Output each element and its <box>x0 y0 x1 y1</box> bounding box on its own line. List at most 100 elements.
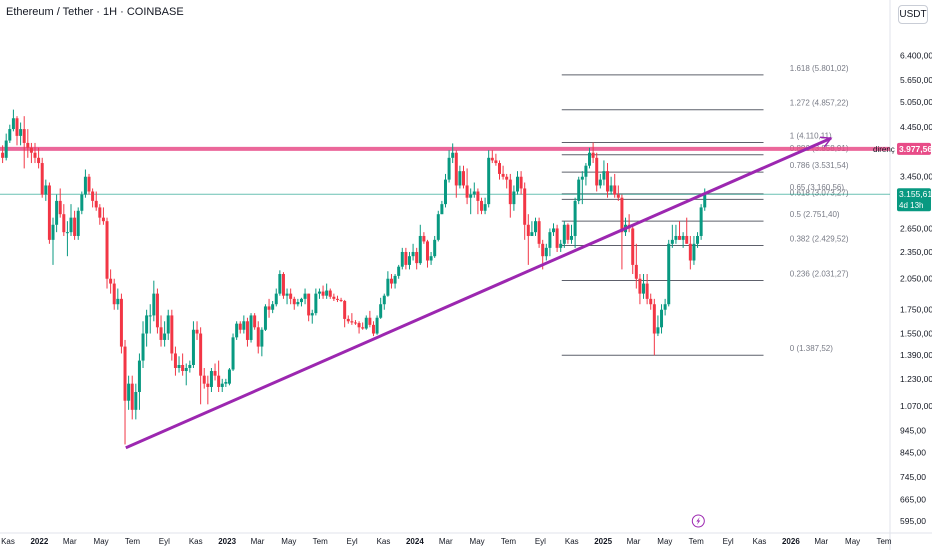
candle-body <box>119 298 123 347</box>
candle-body <box>476 191 480 201</box>
resistance-price-badge <box>897 142 931 155</box>
candle-body <box>220 383 224 387</box>
time-tick-label: May <box>845 537 860 546</box>
candle-body <box>638 278 642 294</box>
price-tick-label: 4.450,00 <box>900 122 932 132</box>
fib-level-label: 0.786 (3.531,54) <box>790 161 849 170</box>
candle-body <box>616 194 620 198</box>
candle-body <box>393 275 397 284</box>
candle-body <box>130 383 134 410</box>
candle-body <box>11 118 15 130</box>
candle-body <box>602 171 606 180</box>
time-tick-label: Tem <box>313 537 328 546</box>
candle-body <box>62 214 66 233</box>
candle-body <box>296 302 300 305</box>
candle-body <box>562 224 566 244</box>
fib-level-label: 1 (4.110,11) <box>790 131 832 140</box>
candle-body <box>681 235 685 240</box>
time-tick-label: Tem <box>876 537 891 546</box>
candle-body <box>98 207 102 218</box>
candle-body <box>188 364 192 368</box>
candle-body <box>595 157 599 186</box>
candle-body <box>285 293 289 296</box>
candle-body <box>613 185 617 195</box>
price-tick-label: 595,00 <box>900 516 926 526</box>
candle-body <box>80 194 84 211</box>
candle-body <box>479 200 483 211</box>
time-tick-label: May <box>657 537 672 546</box>
candle-body <box>573 200 577 236</box>
candle-body <box>580 176 584 180</box>
fib-level-label: 0.236 (2.031,27) <box>790 270 849 279</box>
candle-body <box>267 306 271 310</box>
candle-body <box>703 194 707 208</box>
last-price-badge <box>897 188 931 212</box>
candle-body <box>552 228 556 233</box>
candle-body <box>314 293 318 314</box>
candle-body <box>87 176 91 192</box>
time-tick-label: Mar <box>627 537 641 546</box>
candle-body <box>199 333 203 376</box>
candle-body <box>263 306 267 330</box>
candle-body <box>508 179 512 205</box>
time-tick-label: Kas <box>1 537 15 546</box>
candle-body <box>692 243 696 261</box>
candle-body <box>530 232 534 236</box>
candle-body <box>642 283 646 294</box>
candle-body <box>440 204 444 215</box>
time-tick-label: Eyl <box>159 537 170 546</box>
candle-body <box>433 239 437 257</box>
candle-body <box>526 224 530 236</box>
candle-body <box>357 323 361 328</box>
candle-body <box>685 235 689 244</box>
price-tick-label: 745,00 <box>900 472 926 482</box>
candle-body <box>379 304 383 318</box>
price-tick-label: 5.650,00 <box>900 75 932 85</box>
price-tick-label: 6.400,00 <box>900 51 932 61</box>
time-tick-label: Eyl <box>723 537 734 546</box>
candle-body <box>541 243 545 257</box>
time-tick-label: Eyl <box>347 537 358 546</box>
time-tick-label: Eyl <box>535 537 546 546</box>
candle-body <box>343 300 347 319</box>
candle-body <box>411 251 415 257</box>
candle-body <box>634 264 638 279</box>
candle-body <box>559 243 563 248</box>
candle-body <box>339 299 343 301</box>
candle-body <box>400 251 404 267</box>
candle-body <box>645 283 649 299</box>
price-tick-label: 945,00 <box>900 425 926 435</box>
candle-body <box>415 251 419 264</box>
candle-body <box>368 317 372 325</box>
price-tick-label: 665,00 <box>900 494 926 504</box>
candle-body <box>418 235 422 264</box>
candle-body <box>577 179 581 201</box>
price-tick-label: 1.390,00 <box>900 350 932 360</box>
fib-level-label: 0.618 (3.073,27) <box>790 188 849 197</box>
candle-body <box>105 221 109 279</box>
support-trendline <box>125 136 832 450</box>
candle-body <box>141 333 145 361</box>
candle-body <box>328 290 332 297</box>
time-tick-label: Mar <box>251 537 265 546</box>
candle-body <box>483 204 487 211</box>
price-tick-label: 2.050,00 <box>900 274 932 284</box>
candle-body <box>166 315 170 334</box>
candle-body <box>674 235 678 240</box>
currency-selector[interactable]: USDT <box>898 5 928 24</box>
candle-body <box>292 298 296 305</box>
candle-body <box>555 228 559 248</box>
candle-body <box>389 278 393 284</box>
price-tick-label: 5.050,00 <box>900 97 932 107</box>
candle-body <box>159 327 163 340</box>
candle-body <box>443 179 447 205</box>
candle-body <box>461 171 465 186</box>
candle-body <box>346 318 350 322</box>
candle-body <box>606 171 610 192</box>
candle-body <box>253 315 257 328</box>
fib-level-label: 0 (1.387,52) <box>790 344 833 353</box>
candle-body <box>361 327 365 329</box>
candle-body <box>678 235 682 240</box>
resistance-line <box>0 146 890 151</box>
